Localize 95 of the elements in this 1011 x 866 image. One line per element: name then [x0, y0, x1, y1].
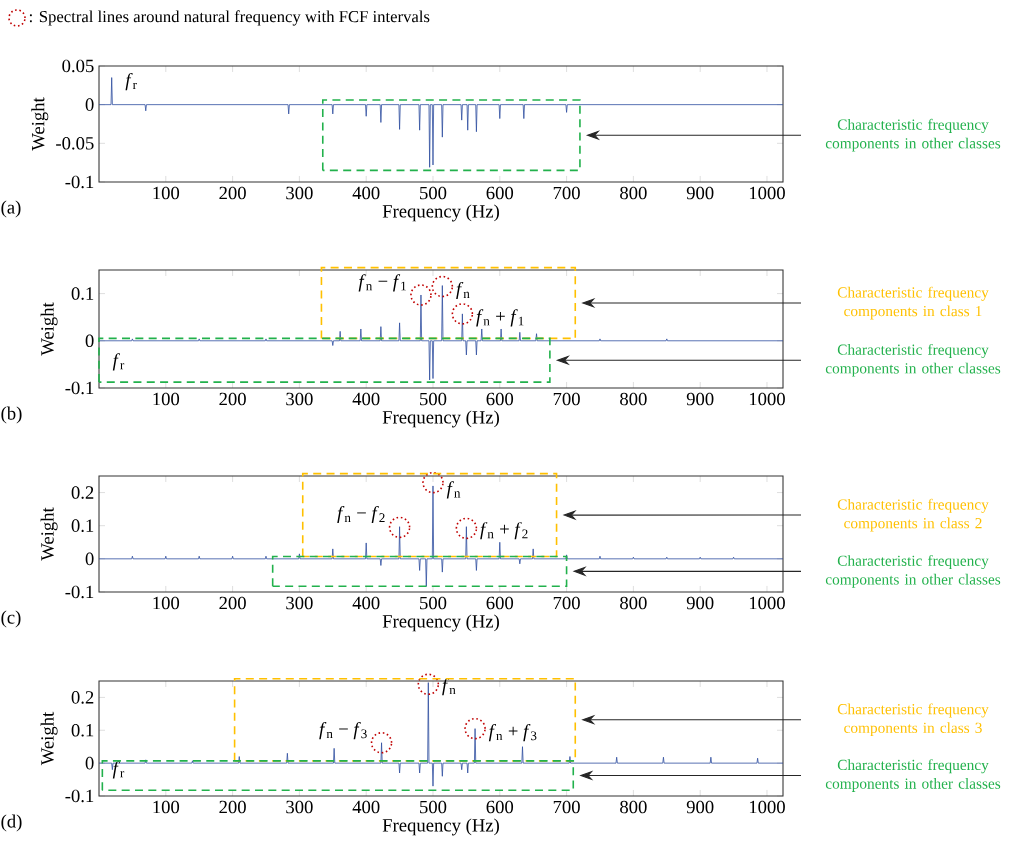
x-tick-label: 500 [420, 392, 447, 406]
point [431, 275, 454, 298]
x-axis-title: Frequency (Hz) [382, 204, 499, 222]
x-tick-label: 500 [420, 596, 447, 610]
point [464, 717, 486, 740]
y-tick-label: 0.05 [62, 59, 94, 73]
annotation: f$_{n}$ + f$_{1}$ [476, 309, 524, 327]
x-tick-label: 400 [352, 186, 380, 200]
x-tick-label: 600 [486, 392, 514, 406]
x-tick-label: 500 [420, 186, 447, 200]
point [417, 673, 440, 696]
annotation: f$_{n}$ − f$_{2}$ [337, 505, 385, 524]
x-axis-title: Frequency (Hz) [382, 614, 499, 632]
x-tick-label: 1000 [749, 392, 785, 406]
y-tick-label: 0 [85, 98, 94, 111]
text: Characteristic frequency components in class 1 [837, 286, 989, 320]
annotation: f$_{n}$ [446, 481, 461, 499]
x-tick-label: 700 [553, 186, 580, 200]
y-tick-label: -0.1 [65, 789, 94, 803]
x-tick-label: 600 [486, 186, 514, 200]
x-tick-label: 600 [486, 596, 514, 610]
annotation: f$_{n}$ + f$_{2}$ [480, 522, 528, 540]
x-tick-label: 200 [219, 800, 246, 814]
text: (c) [1, 610, 21, 628]
x-tick-label: 100 [153, 800, 180, 814]
y-axis-title: Weight [40, 302, 58, 356]
x-tick-label: 900 [686, 596, 714, 610]
text: Characteristic frequency components in other classes [825, 343, 1001, 377]
x-tick-label: 400 [352, 800, 380, 814]
x-tick-label: 900 [686, 186, 714, 200]
y-axis-title: Weight [40, 507, 58, 561]
x-tick-label: 800 [620, 800, 647, 814]
text: (a) [1, 200, 21, 218]
x-tick-label: 200 [219, 392, 246, 406]
x-tick-label: 500 [420, 800, 447, 814]
x-tick-label: 100 [153, 392, 180, 406]
text: (d) [1, 814, 22, 832]
point [455, 517, 478, 540]
annotation: f$_{r}$ [112, 761, 125, 779]
y-axis-title: Weight [31, 97, 49, 151]
x-tick-label: 100 [153, 186, 180, 200]
x-axis-title: Frequency (Hz) [382, 818, 499, 836]
x-tick-label: 800 [620, 596, 647, 610]
y-tick-label: 0.2 [71, 691, 94, 704]
point [370, 731, 393, 754]
x-tick-label: 100 [153, 596, 180, 610]
point [451, 303, 474, 325]
point [422, 471, 444, 494]
x-tick-label: 700 [553, 596, 580, 610]
x-tick-label: 1000 [749, 800, 785, 814]
x-tick-label: 300 [286, 596, 313, 610]
legend-label: : Spectral lines around natural frequency with FCF intervals [29, 10, 430, 26]
x-tick-label: 900 [686, 392, 714, 406]
x-tick-label: 1000 [749, 186, 785, 200]
x-tick-label: 400 [352, 596, 380, 610]
y-tick-label: -0.1 [65, 381, 94, 395]
y-tick-label: 0.1 [71, 519, 94, 533]
x-tick-label: 1000 [749, 596, 785, 610]
text: Characteristic frequency components in other classes [825, 118, 1001, 152]
annotation: f$_{n}$ − f$_{3}$ [319, 722, 367, 740]
x-tick-label: 400 [352, 392, 380, 406]
point [388, 516, 411, 539]
x-tick-label: 800 [620, 186, 647, 200]
y-axis-title: Weight [40, 711, 58, 766]
point [410, 284, 432, 306]
x-tick-label: 200 [219, 596, 246, 610]
x-tick-label: 600 [486, 800, 514, 814]
y-tick-label: 0 [85, 756, 94, 770]
x-tick-label: 900 [686, 800, 714, 814]
y-tick-label: 0 [85, 552, 94, 566]
y-tick-label: -0.1 [65, 175, 94, 189]
y-tick-label: 0.1 [71, 287, 94, 300]
x-tick-label: 200 [219, 186, 246, 200]
x-tick-label: 700 [553, 800, 580, 814]
text: Characteristic frequency components in other classes [825, 554, 1001, 588]
y-tick-label: -0.05 [56, 136, 94, 150]
y-tick-label: 0.2 [71, 486, 94, 499]
x-tick-label: 300 [286, 186, 313, 200]
text: Characteristic frequency components in other classes [825, 759, 1001, 792]
text: (b) [1, 406, 22, 424]
y-tick-label: -0.1 [65, 585, 94, 599]
x-tick-label: 800 [620, 392, 647, 406]
x-axis-title: Frequency (Hz) [382, 410, 499, 428]
x-tick-label: 700 [553, 392, 580, 406]
annotation: f$_{r}$ [112, 353, 125, 371]
annotation: f$_{r}$ [125, 73, 137, 91]
x-tick-label: 300 [286, 800, 313, 814]
y-tick-label: 0.1 [71, 723, 94, 737]
annotation: f$_{n}$ [456, 281, 470, 300]
text: Characteristic frequency components in class 2 [837, 498, 989, 532]
annotation: f$_{n}$ − f$_{1}$ [358, 274, 406, 292]
y-tick-label: 0 [85, 334, 94, 348]
x-tick-label: 300 [286, 392, 313, 406]
text: Characteristic frequency components in class 3 [837, 703, 989, 737]
annotation: f$_{n}$ + f$_{3}$ [488, 724, 537, 742]
